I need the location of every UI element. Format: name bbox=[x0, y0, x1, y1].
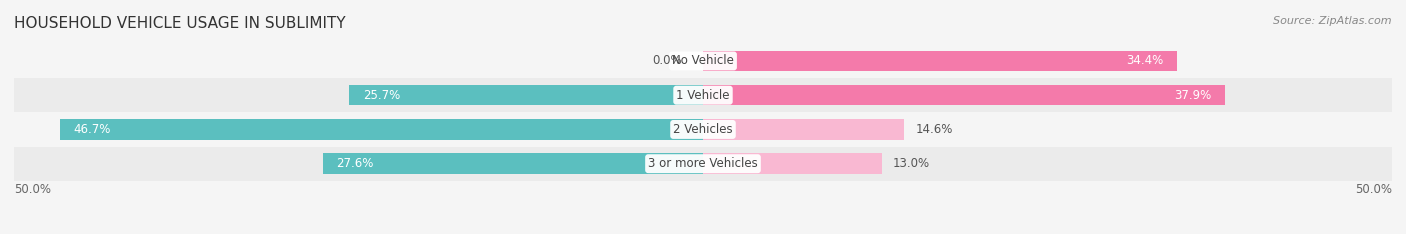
Text: 14.6%: 14.6% bbox=[915, 123, 953, 136]
Text: No Vehicle: No Vehicle bbox=[672, 55, 734, 67]
Text: 27.6%: 27.6% bbox=[336, 157, 374, 170]
Text: 1 Vehicle: 1 Vehicle bbox=[676, 89, 730, 102]
Text: HOUSEHOLD VEHICLE USAGE IN SUBLIMITY: HOUSEHOLD VEHICLE USAGE IN SUBLIMITY bbox=[14, 16, 346, 31]
Bar bbox=[703, 119, 904, 140]
Bar bbox=[703, 51, 1177, 71]
Bar bbox=[14, 112, 1392, 146]
Text: 2 Vehicles: 2 Vehicles bbox=[673, 123, 733, 136]
Text: 34.4%: 34.4% bbox=[1126, 55, 1163, 67]
Bar bbox=[703, 85, 1225, 106]
Legend: Owner-occupied, Renter-occupied: Owner-occupied, Renter-occupied bbox=[565, 230, 841, 234]
Bar bbox=[14, 44, 1392, 78]
Text: 50.0%: 50.0% bbox=[1355, 183, 1392, 196]
Text: Source: ZipAtlas.com: Source: ZipAtlas.com bbox=[1274, 16, 1392, 26]
Text: 13.0%: 13.0% bbox=[893, 157, 931, 170]
Text: 3 or more Vehicles: 3 or more Vehicles bbox=[648, 157, 758, 170]
Bar bbox=[14, 146, 1392, 181]
Text: 0.0%: 0.0% bbox=[652, 55, 682, 67]
Text: 46.7%: 46.7% bbox=[73, 123, 111, 136]
Bar bbox=[59, 119, 703, 140]
Text: 37.9%: 37.9% bbox=[1174, 89, 1212, 102]
Bar bbox=[349, 85, 703, 106]
Text: 25.7%: 25.7% bbox=[363, 89, 399, 102]
Text: 50.0%: 50.0% bbox=[14, 183, 51, 196]
Bar bbox=[323, 154, 703, 174]
Bar bbox=[703, 154, 882, 174]
Bar bbox=[14, 78, 1392, 112]
